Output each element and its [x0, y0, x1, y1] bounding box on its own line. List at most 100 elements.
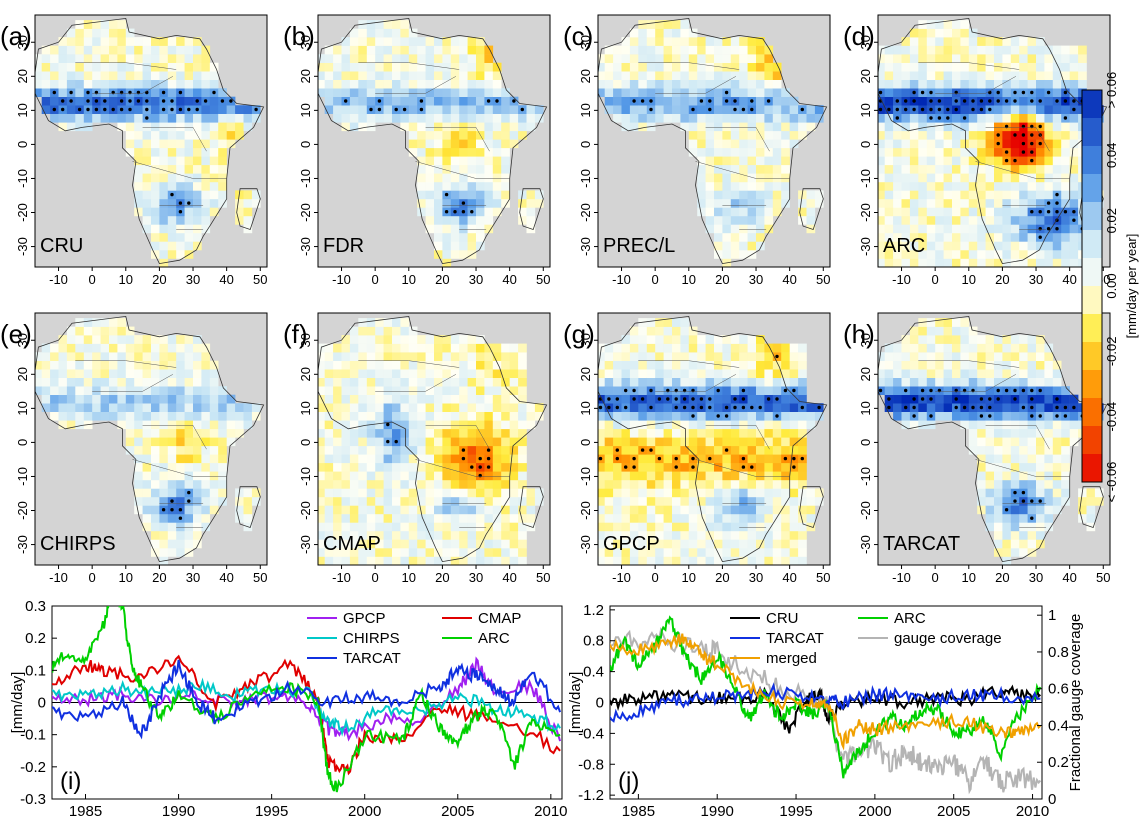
significance-dot [187, 490, 191, 495]
map-cell [501, 403, 510, 412]
map-cell [184, 462, 194, 472]
map-cell [167, 479, 177, 489]
map-cell [450, 181, 460, 191]
map-cell [918, 113, 927, 123]
map-cell [442, 130, 452, 140]
map-cell [450, 164, 460, 174]
map-cell [977, 215, 986, 225]
map-cell [358, 445, 367, 455]
map-cell [534, 198, 544, 208]
map-cell [638, 360, 647, 370]
map-cell [392, 113, 401, 123]
map-cell [968, 420, 978, 430]
map-cell [526, 420, 536, 430]
map-cell [935, 147, 944, 157]
map-cell [375, 318, 384, 327]
map-cell [714, 139, 723, 149]
map-cell [1019, 181, 1028, 191]
map-cell [375, 352, 384, 361]
map-cell [218, 164, 227, 174]
map-cell [142, 156, 152, 166]
map-cell [484, 471, 494, 481]
significance-dot [937, 107, 942, 112]
map-cell [1027, 164, 1037, 174]
map-cell [349, 88, 359, 97]
map-cell [484, 343, 494, 353]
map-cell [341, 437, 351, 447]
map-cell [450, 530, 460, 540]
map-cell [324, 437, 334, 447]
map-cell [1052, 173, 1062, 183]
significance-dot [1004, 99, 1009, 103]
map-cell [730, 45, 740, 55]
map-cell [1010, 54, 1020, 63]
map-cell [434, 445, 443, 455]
map-cell [425, 181, 435, 191]
map-cell [935, 190, 944, 200]
map-cell [604, 45, 614, 55]
map-cell [646, 360, 656, 370]
map-cell [375, 394, 384, 404]
map-cell [798, 479, 807, 489]
map-cell [417, 462, 426, 472]
map-cell [184, 130, 194, 140]
map-cell [756, 198, 765, 208]
map-cell [672, 105, 681, 114]
map-cell [621, 445, 631, 455]
panel-label: (g) [563, 319, 595, 349]
map-cell [167, 530, 177, 540]
map-cell [756, 79, 765, 89]
map-cell [952, 28, 961, 38]
map-cell [730, 190, 740, 200]
map-cell [492, 522, 502, 532]
y-tick-label: 0.3 [25, 598, 46, 615]
map-cell [1002, 62, 1012, 72]
map-cell [756, 445, 765, 455]
map-cell [663, 335, 673, 344]
map-cell [613, 71, 622, 80]
map-cell [193, 181, 202, 191]
map-cell [459, 522, 468, 532]
significance-dot [632, 99, 636, 103]
map-cell [739, 428, 748, 438]
map-cell [167, 156, 177, 166]
map-cell [884, 215, 894, 225]
map-cell [201, 420, 211, 430]
y-tick-label: -20 [858, 501, 873, 520]
map-cell [383, 20, 393, 29]
map-cell [655, 556, 664, 565]
map-cell [968, 343, 978, 353]
map-cell [884, 198, 894, 208]
map-cell [697, 522, 706, 532]
map-cell [408, 122, 418, 132]
map-cell [714, 403, 723, 412]
map-cell [383, 411, 393, 421]
map-cell [509, 130, 519, 140]
map-cell [176, 45, 185, 55]
map-cell [1002, 539, 1012, 549]
map-cell [434, 207, 443, 217]
map-cell [176, 335, 185, 344]
colorbar-segment [1082, 118, 1102, 147]
map-cell [235, 411, 244, 421]
map-cell [1044, 96, 1054, 106]
map-cell [151, 250, 160, 259]
map-cell [226, 403, 236, 412]
map-cell [697, 207, 706, 217]
map-cell [705, 445, 715, 455]
x-tick-label: 0 [89, 570, 96, 585]
map-cell [324, 369, 334, 378]
map-cell [613, 471, 622, 481]
map-cell [324, 445, 334, 455]
map-cell [151, 437, 160, 447]
map-cell [926, 71, 936, 80]
map-cell [722, 548, 732, 557]
significance-dot [733, 405, 737, 410]
map-cell [100, 37, 110, 46]
map-cell [434, 505, 443, 515]
map-cell [629, 54, 639, 63]
map-cell [425, 352, 435, 361]
map-cell [176, 232, 185, 242]
significance-dot [962, 116, 967, 120]
map-cell [218, 113, 227, 123]
